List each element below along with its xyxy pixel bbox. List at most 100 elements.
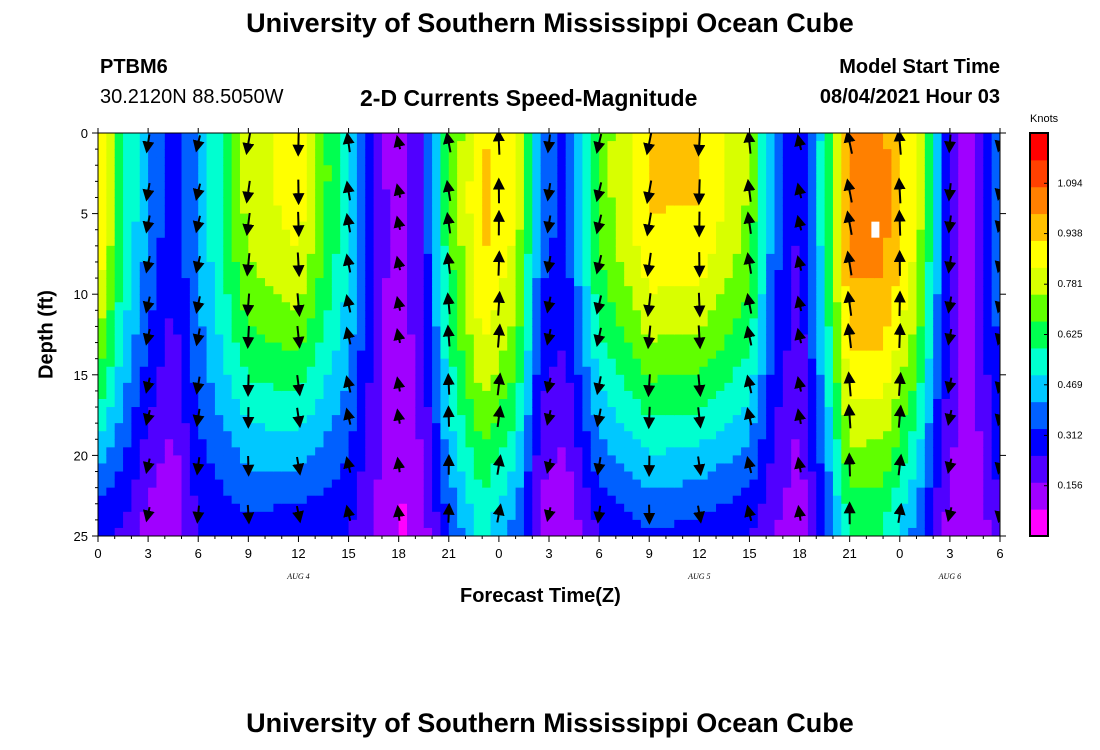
heatmap-cell bbox=[640, 245, 650, 255]
heatmap-cell bbox=[766, 253, 776, 263]
heatmap-cell bbox=[348, 310, 358, 319]
heatmap-cell bbox=[256, 407, 266, 416]
heatmap-cell bbox=[331, 358, 341, 368]
heatmap-cell bbox=[615, 342, 625, 352]
heatmap-cell bbox=[607, 318, 617, 328]
heatmap-cell bbox=[816, 270, 826, 279]
heatmap-cell bbox=[599, 310, 609, 319]
heatmap-cell bbox=[214, 173, 224, 182]
heatmap-cell bbox=[523, 374, 533, 384]
heatmap-cell bbox=[381, 511, 391, 521]
heatmap-cell bbox=[256, 318, 266, 328]
heatmap-cell bbox=[540, 165, 550, 174]
heatmap-cell bbox=[148, 181, 158, 191]
heatmap-cell bbox=[849, 455, 859, 465]
heatmap-cell bbox=[690, 205, 700, 215]
heatmap-cell bbox=[315, 503, 325, 513]
heatmap-cell bbox=[315, 245, 325, 255]
heatmap-cell bbox=[390, 165, 400, 174]
heatmap-cell bbox=[214, 479, 224, 489]
heatmap-cell bbox=[139, 294, 149, 303]
heatmap-cell bbox=[331, 431, 341, 440]
heatmap-cell bbox=[732, 189, 742, 199]
heatmap-cell bbox=[816, 511, 826, 521]
heatmap-cell bbox=[866, 261, 876, 271]
heatmap-cell bbox=[574, 213, 584, 223]
heatmap-cell bbox=[214, 398, 224, 408]
heatmap-cell bbox=[891, 197, 901, 207]
heatmap-cell bbox=[615, 407, 625, 416]
heatmap-cell bbox=[139, 439, 149, 448]
heatmap-cell bbox=[298, 189, 308, 199]
heatmap-cell bbox=[231, 374, 241, 384]
heatmap-cell bbox=[398, 527, 408, 536]
heatmap-cell bbox=[807, 294, 817, 303]
heatmap-cell bbox=[432, 181, 442, 191]
heatmap-cell bbox=[523, 366, 533, 376]
heatmap-cell bbox=[607, 463, 617, 473]
heatmap-cell bbox=[114, 197, 124, 207]
heatmap-cell bbox=[415, 302, 425, 311]
heatmap-cell bbox=[590, 455, 600, 465]
heatmap-cell bbox=[707, 423, 717, 432]
heatmap-cell bbox=[724, 253, 734, 263]
heatmap-cell bbox=[832, 286, 842, 295]
heatmap-cell bbox=[665, 511, 675, 521]
heatmap-cell bbox=[281, 189, 291, 199]
heatmap-cell bbox=[123, 294, 133, 303]
heatmap-cell bbox=[532, 407, 542, 416]
heatmap-cell bbox=[214, 423, 224, 432]
heatmap-cell bbox=[323, 278, 333, 287]
heatmap-cell bbox=[214, 495, 224, 505]
heatmap-cell bbox=[866, 318, 876, 328]
heatmap-cell bbox=[924, 318, 934, 328]
heatmap-cell bbox=[874, 415, 884, 424]
heatmap-cell bbox=[816, 157, 826, 166]
heatmap-cell bbox=[699, 157, 709, 166]
heatmap-cell bbox=[457, 213, 467, 223]
heatmap-cell bbox=[766, 455, 776, 465]
heatmap-cell bbox=[632, 173, 642, 182]
heatmap-cell bbox=[557, 495, 567, 505]
heatmap-cell bbox=[665, 286, 675, 295]
heatmap-cell bbox=[816, 221, 826, 231]
heatmap-cell bbox=[565, 286, 575, 295]
heatmap-cell bbox=[615, 318, 625, 328]
heatmap-cell bbox=[490, 407, 500, 416]
heatmap-cell bbox=[707, 213, 717, 223]
heatmap-cell bbox=[841, 519, 851, 529]
heatmap-cell bbox=[114, 270, 124, 279]
heatmap-cell bbox=[265, 366, 274, 376]
heatmap-cell bbox=[515, 479, 525, 489]
heatmap-cell bbox=[465, 294, 475, 303]
heatmap-cell bbox=[640, 173, 650, 182]
heatmap-cell bbox=[532, 423, 542, 432]
heatmap-cell bbox=[849, 205, 859, 215]
heatmap-cell bbox=[423, 463, 433, 473]
heatmap-cell bbox=[198, 382, 208, 392]
heatmap-cell bbox=[123, 286, 133, 295]
heatmap-cell bbox=[465, 334, 475, 344]
heatmap-cell bbox=[223, 245, 233, 255]
heatmap-cell bbox=[665, 181, 675, 191]
heatmap-cell bbox=[766, 149, 776, 158]
heatmap-cell bbox=[565, 197, 575, 207]
heatmap-cell bbox=[365, 439, 375, 448]
heatmap-cell bbox=[916, 382, 926, 392]
heatmap-cell bbox=[757, 133, 767, 142]
heatmap-cell bbox=[732, 503, 742, 513]
heatmap-cell bbox=[457, 149, 467, 158]
heatmap-cell bbox=[265, 350, 274, 360]
heatmap-cell bbox=[214, 318, 224, 328]
heatmap-cell bbox=[239, 350, 249, 360]
heatmap-cell bbox=[148, 463, 158, 473]
heatmap-cell bbox=[883, 286, 893, 295]
heatmap-cell bbox=[599, 447, 609, 456]
heatmap-cell bbox=[924, 407, 934, 416]
heatmap-cell bbox=[106, 213, 116, 223]
heatmap-cell bbox=[323, 527, 333, 536]
heatmap-cell bbox=[732, 286, 742, 295]
heatmap-cell bbox=[356, 149, 366, 158]
heatmap-cell bbox=[306, 342, 316, 352]
heatmap-cell bbox=[665, 173, 675, 182]
